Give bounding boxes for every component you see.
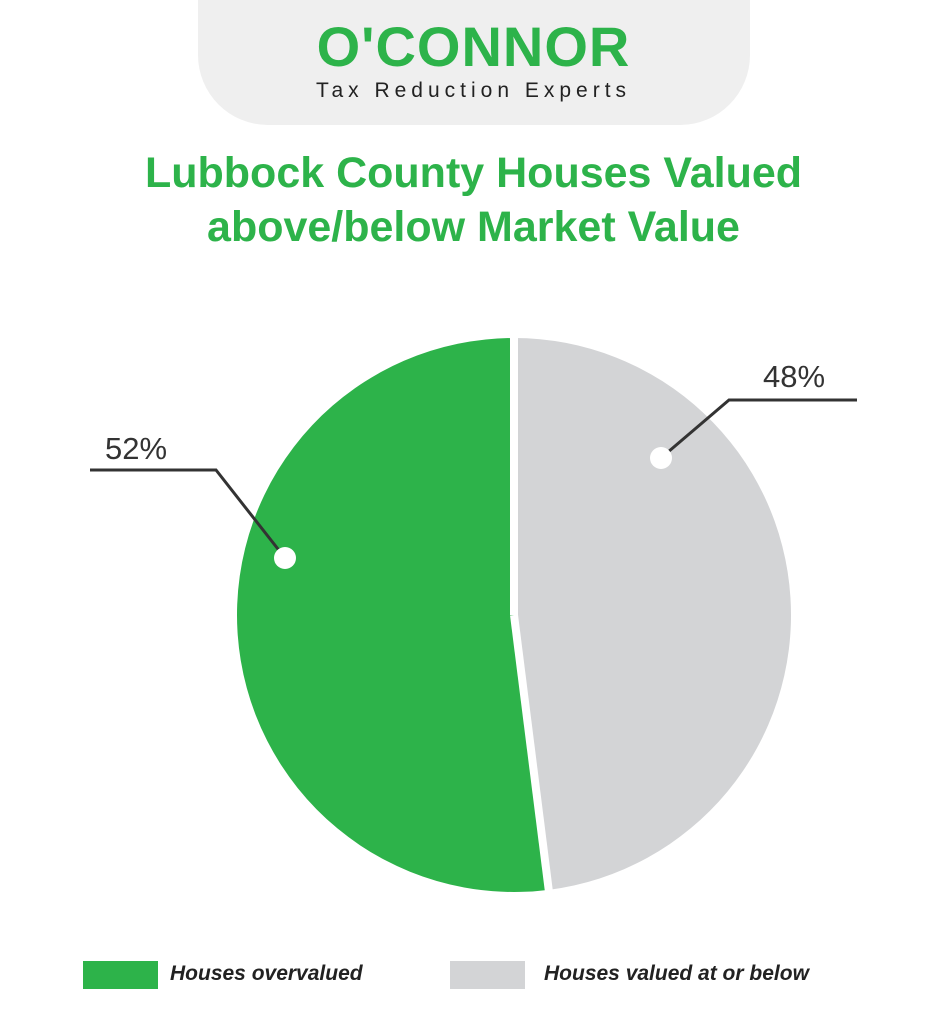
- callout-line-overvalued: [90, 468, 287, 559]
- chart-title-line-2: above/below Market Value: [207, 203, 740, 251]
- pie-slice-overvalued: [237, 338, 549, 892]
- legend-swatch-valued-at-or-below: [450, 961, 525, 989]
- callout-dot-valued-at-or-below: [650, 447, 672, 469]
- legend-label-valued-at-or-below: Houses valued at or below: [544, 962, 809, 985]
- legend-swatch-overvalued: [83, 961, 158, 989]
- data-label-overvalued: 52%: [105, 431, 167, 466]
- logo-band: [198, 0, 750, 125]
- callout-line-valued-at-or-below: [660, 398, 857, 460]
- brand-logo: O'CONNOR: [316, 15, 631, 78]
- slice-separator: [510, 614, 554, 895]
- pie-slice-valued-at-or-below: [514, 338, 791, 890]
- chart-title: Lubbock County Houses Valued above/below…: [0, 146, 947, 254]
- brand-tagline: Tax Reduction Experts: [315, 79, 632, 102]
- chart-title-line-1: Lubbock County Houses Valued: [144, 149, 803, 197]
- data-label-valued-at-or-below: 48%: [763, 359, 825, 394]
- legend-label-overvalued: Houses overvalued: [170, 962, 363, 985]
- callout-dot-overvalued: [274, 547, 296, 569]
- pie-chart: 48% 52%: [90, 338, 857, 895]
